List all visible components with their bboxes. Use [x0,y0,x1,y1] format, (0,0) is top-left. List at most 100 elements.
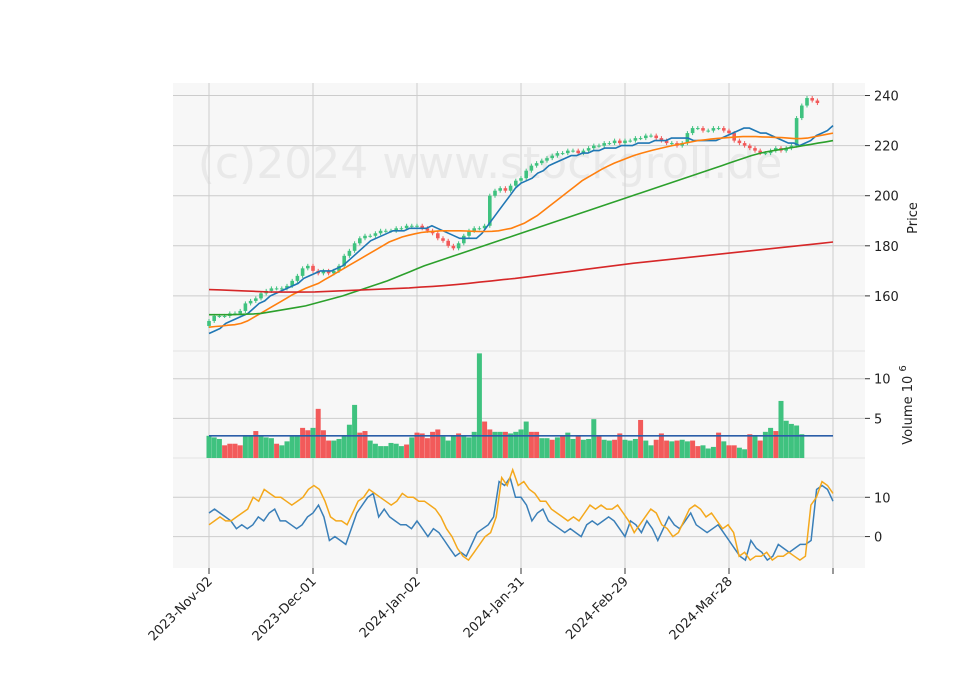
candle-body [488,195,492,226]
volume-bar [544,438,550,458]
volume-bar [752,435,758,458]
volume-bar [612,439,618,458]
volume-bar [398,446,404,458]
candle-body [649,135,653,137]
volume-bar [554,437,560,458]
candle-body [633,138,638,141]
volume-bar [346,424,352,458]
volume-bar [294,435,300,458]
volume-bar [222,445,228,458]
candle-body [586,148,591,151]
volume-bar [721,441,727,458]
candle-body [477,228,482,230]
candle-body [800,105,804,119]
macd-y-tick-label: 0 [874,531,882,546]
volume-bar [279,445,285,458]
volume-bar [674,440,680,458]
volume-bar [716,432,722,458]
candle-body [794,118,799,146]
volume-bar [570,438,576,458]
candle-body [467,230,471,236]
volume-bar [326,440,332,458]
volume-bar [383,446,389,458]
volume-bar [404,444,410,458]
macd-panel [208,467,834,562]
price-ma-line [208,241,834,293]
candle-body [498,188,502,191]
watermark: (c)2024 www.stockgroll.de [198,138,783,189]
volume-bar [216,438,222,458]
x-tick-label: 2024-Mar-28 [667,574,736,643]
volume-bar [482,421,488,458]
x-tick-label: 2024-Feb-29 [563,574,632,643]
volume-bar [627,440,633,458]
candle-body [644,135,648,139]
volume-bar [768,427,774,458]
volume-bar [227,443,233,458]
volume-bar [393,443,399,458]
volume-bar [643,440,649,458]
volume-bar [534,431,540,458]
volume-bar [450,435,456,458]
candle-body [748,145,752,149]
volume-bar [794,425,800,458]
volume-bar [684,441,690,458]
candle-body [373,233,378,236]
candle-body [295,275,300,281]
volume-bar [456,433,462,458]
candle-body [217,315,222,317]
candle-body [352,243,357,251]
candle-body [612,140,617,144]
volume-y-tick-label: 5 [874,412,882,427]
candle-body [659,138,664,141]
candle-body [446,240,450,246]
candle-body [321,270,326,274]
candle-body [394,228,398,231]
candle-body [602,143,606,146]
price-panel [207,96,834,335]
volume-bar [409,437,415,458]
volume-bar [502,431,508,458]
volume-bar [315,408,321,458]
candle-body [456,243,461,249]
candle-body [534,163,539,166]
candle-body [300,268,305,276]
candle-body [597,145,601,147]
volume-bar [263,437,269,458]
price-ma-line [208,125,834,335]
volume-bar [492,431,498,458]
volume-bar [617,433,623,458]
candle-body [815,100,820,104]
candle-body [358,238,362,244]
candle-body [519,178,523,181]
volume-unit: 10 [901,376,916,393]
volume-bar [248,435,254,458]
candle-body [607,143,612,145]
x-tick-label: 2023-Dec-01 [250,574,320,644]
candle-body [784,148,788,151]
candle-body [243,303,248,311]
volume-bar [580,439,586,458]
volume-bar [206,435,212,458]
x-tick-label: 2024-Jan-02 [357,574,424,641]
volume-bar [237,445,243,458]
volume-bar [284,441,290,458]
candle-body [436,233,440,239]
candle-body [571,150,575,152]
volume-label: Volume [901,396,916,444]
volume-bar [669,441,675,458]
volume-bar [362,431,368,458]
volume-bar [461,435,467,458]
volume-bar [341,435,347,458]
candle-body [737,140,742,144]
candle-body [774,148,778,151]
volume-bar [289,435,295,458]
candle-body [274,288,279,290]
candle-body [701,128,705,131]
volume-bar [539,438,545,458]
volume-bar [476,353,482,458]
volume-bar [705,448,711,458]
volume-bar [232,443,238,458]
volume-bar [648,445,654,458]
volume-bar [596,435,602,458]
